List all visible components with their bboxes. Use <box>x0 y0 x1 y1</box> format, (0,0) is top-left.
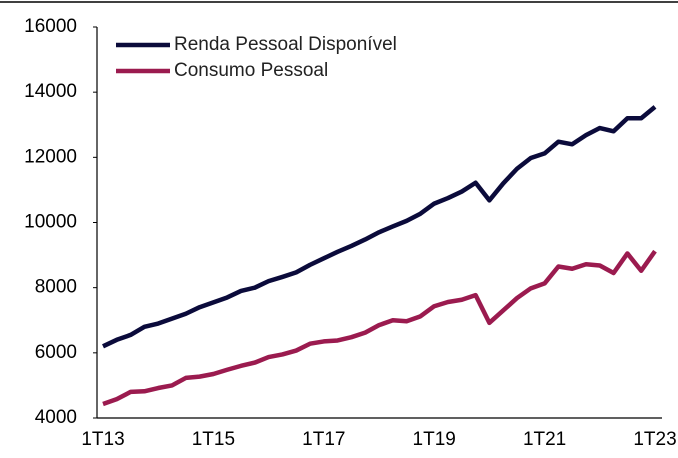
y-tick-label: 14000 <box>24 81 77 102</box>
legend-label: Consumo Pessoal <box>174 60 328 81</box>
y-tick-label: 8000 <box>35 277 77 298</box>
x-tick-label: 1T13 <box>81 429 124 450</box>
x-tick-label: 1T19 <box>413 429 456 450</box>
legend-label: Renda Pessoal Disponível <box>174 34 397 55</box>
x-tick-label: 1T23 <box>633 429 676 450</box>
y-tick-label: 6000 <box>35 342 77 363</box>
y-tick-label: 4000 <box>35 407 77 428</box>
x-tick-label: 1T21 <box>523 429 566 450</box>
series-line <box>102 249 657 407</box>
y-tick-label: 16000 <box>24 16 77 37</box>
y-tick-label: 12000 <box>24 146 77 167</box>
y-tick-label: 10000 <box>24 212 77 233</box>
x-tick-label: 1T15 <box>192 429 235 450</box>
x-tick-label: 1T17 <box>302 429 345 450</box>
series-line <box>102 105 657 349</box>
